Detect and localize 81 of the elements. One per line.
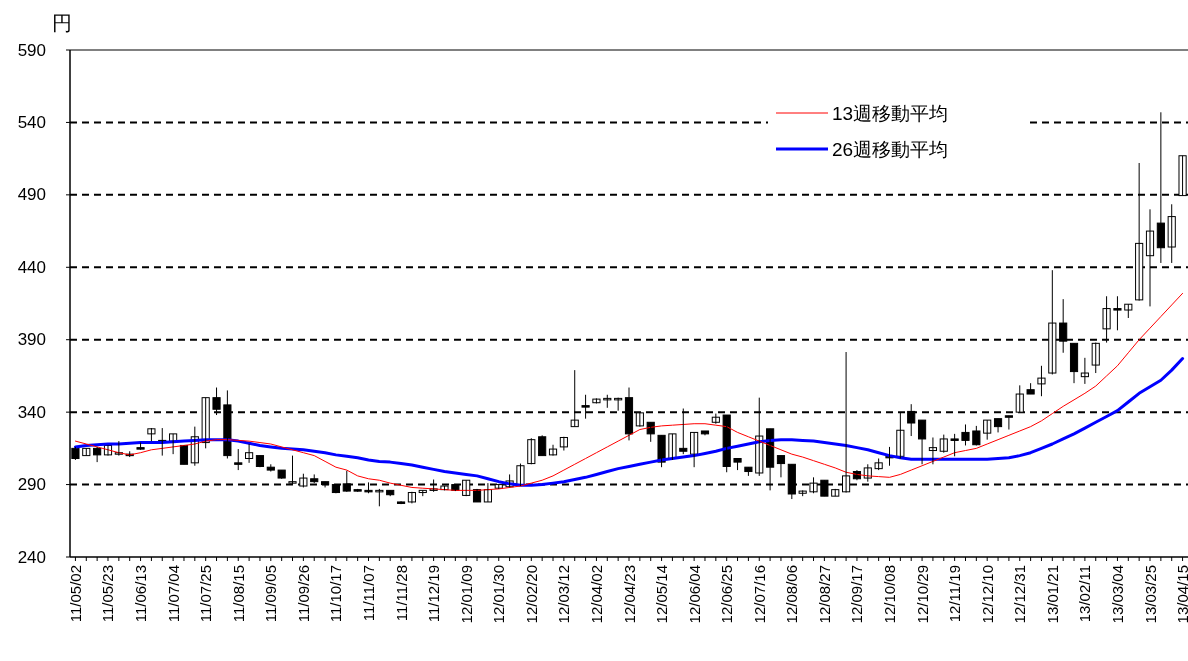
x-tick-label: 11/08/15 — [229, 565, 247, 623]
candlestick — [375, 488, 384, 507]
x-tick-label: 13/01/21 — [1043, 565, 1061, 624]
candlestick — [961, 423, 970, 446]
candlestick — [744, 466, 753, 477]
candlestick — [614, 397, 623, 412]
x-tick-label: 12/05/14 — [653, 565, 671, 624]
x-tick-label: 13/03/25 — [1141, 565, 1159, 624]
x-tick-label: 11/11/28 — [392, 565, 410, 622]
y-tick-label: 240 — [17, 547, 46, 567]
candlestick — [1113, 295, 1122, 331]
candlestick — [700, 430, 710, 436]
candlestick — [950, 433, 959, 457]
x-tick-label: 12/10/08 — [881, 565, 898, 624]
x-tick-label: 12/03/12 — [555, 565, 573, 624]
x-tick-label: 11/06/13 — [132, 565, 150, 623]
candlestick — [353, 488, 362, 493]
x-tick-label: 12/12/31 — [1011, 565, 1029, 624]
candlestick — [831, 488, 840, 497]
x-tick-label: 12/02/20 — [522, 565, 540, 624]
candlestick — [234, 448, 243, 471]
candlestick — [983, 419, 992, 441]
y-tick-label: 590 — [17, 40, 46, 60]
x-tick-label: 11/11/07 — [360, 565, 377, 622]
candlestick — [1124, 303, 1133, 319]
x-tick-label: 12/01/09 — [457, 565, 475, 624]
candlestick — [874, 458, 883, 471]
x-tick-label: 11/12/19 — [425, 565, 443, 623]
candlestick — [733, 458, 742, 471]
candlestick — [592, 397, 601, 404]
y-tick-label: 390 — [17, 330, 46, 350]
x-tick-label: 12/09/17 — [848, 565, 866, 624]
candlestick — [1167, 203, 1176, 264]
x-tick-label: 13/03/04 — [1108, 565, 1126, 624]
candlestick — [603, 394, 612, 409]
x-tick-label: 11/05/23 — [99, 565, 117, 623]
x-tick-label: 11/05/02 — [66, 565, 84, 623]
x-tick-label: 11/07/04 — [164, 565, 182, 623]
x-tick-label: 12/06/04 — [685, 565, 703, 624]
candlestick — [201, 397, 210, 449]
x-tick-label: 11/07/25 — [197, 565, 215, 623]
x-tick-label: 13/04/15 — [1174, 565, 1188, 624]
candlestick — [147, 427, 156, 442]
x-tick-label: 11/09/05 — [262, 565, 280, 623]
candlestick — [798, 489, 807, 497]
candlestick — [972, 425, 981, 446]
x-tick-label: 12/01/30 — [490, 565, 508, 624]
candlestick — [939, 434, 948, 454]
y-tick-label: 340 — [17, 402, 46, 422]
y-axis-title: 円 — [52, 12, 72, 34]
x-tick-label: 12/12/10 — [978, 565, 996, 624]
candlestick — [646, 421, 655, 443]
candlestick — [136, 442, 145, 451]
candlestick — [396, 500, 406, 505]
candlestick — [266, 463, 275, 473]
candlestick — [668, 433, 677, 461]
candlestick — [277, 469, 286, 480]
y-tick-label: 290 — [17, 475, 46, 495]
x-tick-label: 11/09/26 — [294, 565, 312, 623]
x-tick-label: 12/08/06 — [783, 565, 801, 624]
x-tick-label: 12/06/25 — [718, 565, 736, 624]
x-tick-label: 12/07/16 — [750, 565, 768, 624]
x-tick-label: 13/02/11 — [1076, 565, 1094, 623]
candlestick — [1004, 415, 1013, 431]
x-tick-label: 12/08/27 — [815, 565, 833, 624]
x-tick-label: 12/04/23 — [620, 565, 638, 624]
y-tick-label: 440 — [17, 257, 46, 277]
y-tick-label: 540 — [17, 112, 46, 132]
x-tick-label: 12/11/19 — [946, 565, 964, 623]
x-tick-label: 12/10/29 — [913, 565, 931, 624]
candlestick — [179, 444, 189, 465]
x-tick-label: 12/04/02 — [587, 565, 605, 624]
legend-label: 26週移動平均 — [832, 138, 949, 160]
candlestick — [1037, 365, 1046, 397]
y-tick-label: 490 — [17, 185, 46, 205]
candlestick — [527, 437, 536, 465]
legend-label: 13週移動平均 — [832, 102, 949, 124]
x-tick-label: 11/10/17 — [327, 565, 345, 623]
candlestick — [516, 463, 525, 487]
candlestick — [1026, 382, 1035, 395]
candlestick — [82, 447, 91, 457]
